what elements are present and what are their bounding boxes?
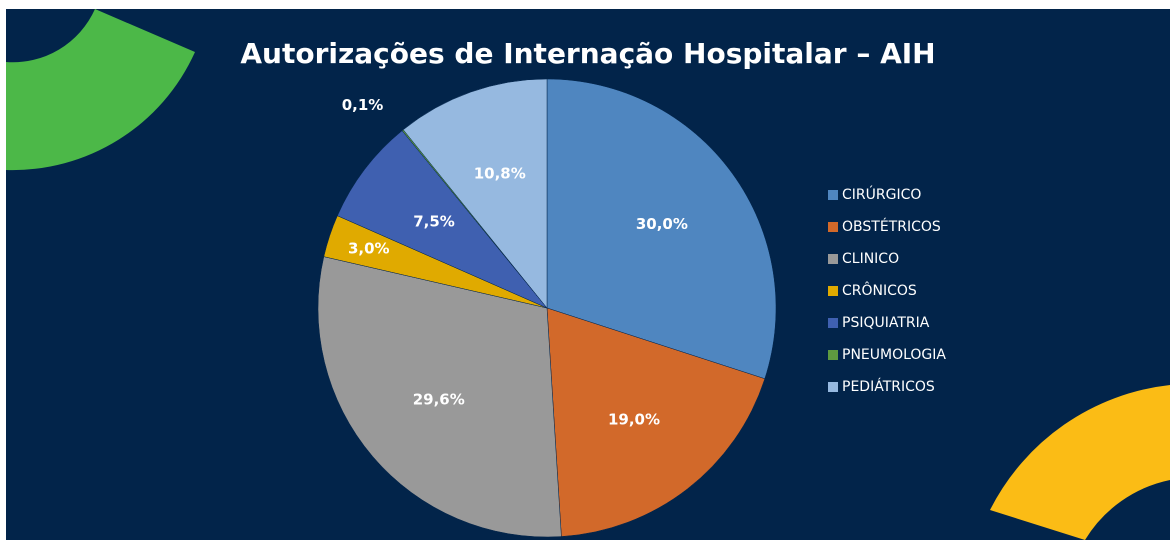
legend-swatch xyxy=(828,190,838,200)
data-label: 0,1% xyxy=(342,96,384,114)
data-label: 30,0% xyxy=(636,215,688,233)
legend-label: CLINICO xyxy=(842,251,899,267)
data-label: 29,6% xyxy=(413,390,465,408)
legend-swatch xyxy=(828,286,838,296)
legend-swatch xyxy=(828,254,838,264)
chart-title: Autorizações de Internação Hospitalar – … xyxy=(240,37,935,70)
legend-swatch xyxy=(828,222,838,232)
data-label: 19,0% xyxy=(608,411,660,429)
page: Autorizações de Internação Hospitalar – … xyxy=(0,0,1176,540)
legend-swatch xyxy=(828,350,838,360)
data-label: 10,8% xyxy=(474,165,526,183)
legend-swatch xyxy=(828,382,838,392)
data-label: 3,0% xyxy=(348,239,390,257)
legend-label: CRÔNICOS xyxy=(842,281,917,299)
legend-label: OBSTÉTRICOS xyxy=(842,218,941,235)
legend-label: CIRÚRGICO xyxy=(842,185,921,203)
legend-label: PSIQUIATRIA xyxy=(842,315,930,331)
legend-label: PEDIÁTRICOS xyxy=(842,378,935,395)
legend-label: PNEUMOLOGIA xyxy=(842,347,946,363)
chart: Autorizações de Internação Hospitalar – … xyxy=(0,0,1176,540)
data-label: 7,5% xyxy=(413,213,455,231)
legend-swatch xyxy=(828,318,838,328)
